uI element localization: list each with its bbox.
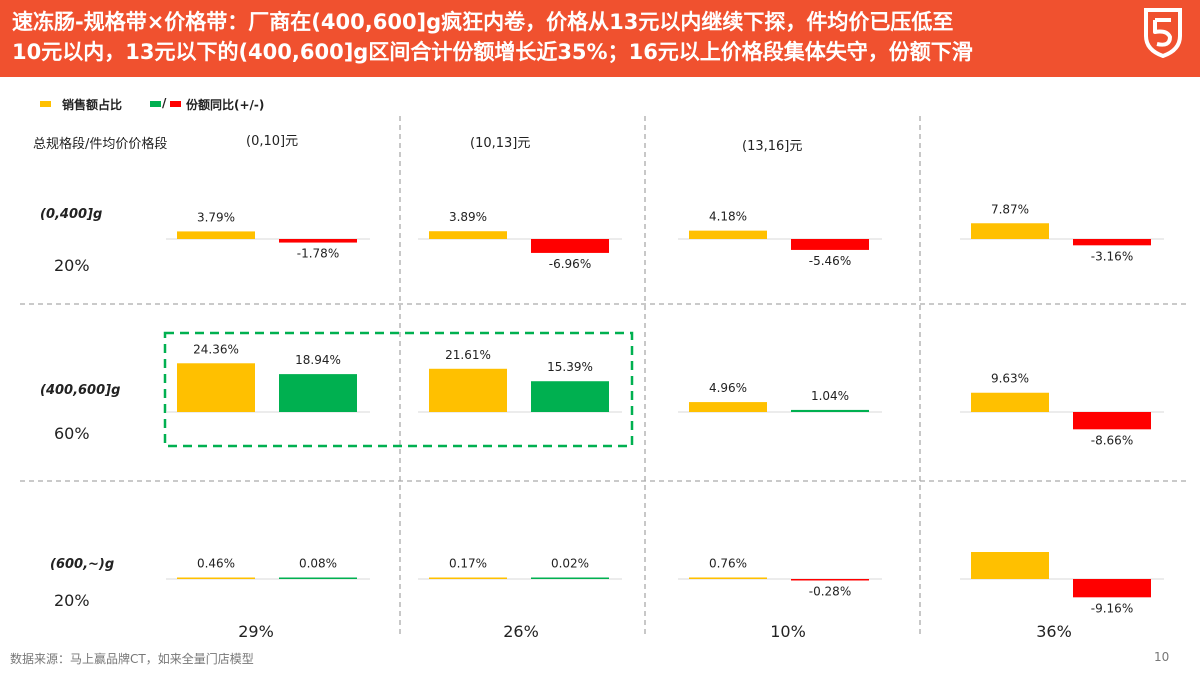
row-share-0-400: 20% [54,256,90,275]
legend-swatch-yoy-positive [150,101,161,107]
yoy-label-r2c4: -8.66% [1091,433,1133,447]
title-line-2: 10元以内，13元以下的(400,600]g区间合计份额增长近35%；16元以上… [12,40,973,64]
sales-share-bar-r2c3 [689,402,767,412]
column-share-0-10: 29% [238,622,274,641]
row-share-400-600: 60% [54,424,90,443]
yoy-label-r3c3: -0.28% [809,585,851,599]
row-header-0-400: (0,400]g [40,207,103,222]
title-line-1: 速冻肠-规格带×价格带：厂商在(400,600]g疯狂内卷，价格从13元以内继续… [12,10,954,34]
sales-share-bar-r1c3 [689,230,767,239]
title-banner: 速冻肠-规格带×价格带：厂商在(400,600]g疯狂内卷，价格从13元以内继续… [0,0,1200,77]
sales-share-bar-r3c3 [689,577,767,579]
legend-label-sales: 销售额占比 [62,98,123,112]
sales-share-label-r3c1: 0.46% [197,557,235,571]
sales-share-bar-r3c1 [177,577,255,579]
sales-share-bar-r2c4 [971,392,1049,412]
yoy-bar-r1c1 [279,239,357,243]
yoy-label-r1c1: -1.78% [297,247,339,261]
row-header-600-plus: (600,~)g [50,557,115,572]
yoy-label-r3c2: 0.02% [551,557,589,571]
sales-share-bar-r1c4 [971,223,1049,239]
sales-share-label-r1c3: 4.18% [709,210,747,224]
yoy-bar-r1c2 [531,239,609,253]
column-share-16-plus: 36% [1036,622,1072,641]
sales-share-label-r1c2: 3.89% [449,210,487,224]
page-number: 10 [1154,650,1170,664]
shield-logo-icon [1144,8,1182,58]
column-share-10-13: 26% [503,622,539,641]
yoy-bar-r2c3 [791,409,869,412]
highlight-box [163,331,634,448]
sales-share-label-r2c3: 4.96% [709,381,747,395]
sales-share-label-r2c2: 21.61% [445,348,491,362]
sales-share-label-r1c1: 3.79% [197,210,235,224]
corner-label: 总规格段/件均价价格段 [33,137,168,152]
sales-share-bar-r1c1 [177,231,255,239]
column-header-13-16: (13,16]元 [742,139,803,154]
yoy-bar-r1c3 [791,239,869,250]
yoy-label-r1c3: -5.46% [809,254,851,268]
sales-share-bar-r1c2 [429,231,507,239]
sales-share-label-r2c4: 9.63% [991,372,1029,386]
column-header-10-13: (10,13]元 [470,136,531,151]
yoy-label-r2c2: 15.39% [547,360,593,374]
yoy-label-r1c2: -6.96% [549,257,591,271]
legend-swatch-yoy-negative [170,101,181,107]
data-source: 数据来源：马上赢品牌CT，如来全量门店模型 [10,652,254,666]
sales-share-bar-r3c2 [429,577,507,579]
yoy-bar-r1c4 [1073,239,1151,246]
legend-label-yoy: 份额同比(+/-) [186,98,265,112]
yoy-bar-r3c1 [279,577,357,579]
sales-share-label-r2c1: 24.36% [193,342,239,356]
row-share-600-plus: 20% [54,591,90,610]
sales-share-bar-r2c2 [429,368,507,412]
yoy-label-r2c1: 18.94% [295,353,341,367]
yoy-bar-r3c3 [791,579,869,581]
yoy-label-r2c3: 1.04% [811,389,849,403]
yoy-bar-r3c4 [1073,579,1151,598]
column-share-13-16: 10% [770,622,806,641]
row-header-400-600: (400,600]g [40,383,121,398]
sales-share-label-r3c2: 0.17% [449,557,487,571]
yoy-bar-r2c4 [1073,412,1151,430]
yoy-bar-r2c1 [279,374,357,412]
yoy-bar-r2c2 [531,381,609,412]
sales-share-label-r3c3: 0.76% [709,556,747,570]
sales-share-label-r1c4: 7.87% [991,202,1029,216]
yoy-label-r3c4: -9.16% [1091,601,1133,615]
yoy-bar-r3c2 [531,577,609,579]
legend-swatch-sales [40,101,51,107]
yoy-label-r3c1: 0.08% [299,557,337,571]
sales-share-bar-r2c1 [177,363,255,412]
yoy-label-r1c4: -3.16% [1091,249,1133,263]
column-header-0-10: (0,10]元 [246,134,299,149]
legend-separator: / [162,96,167,110]
sales-share-bar-r3c4 [971,552,1049,579]
